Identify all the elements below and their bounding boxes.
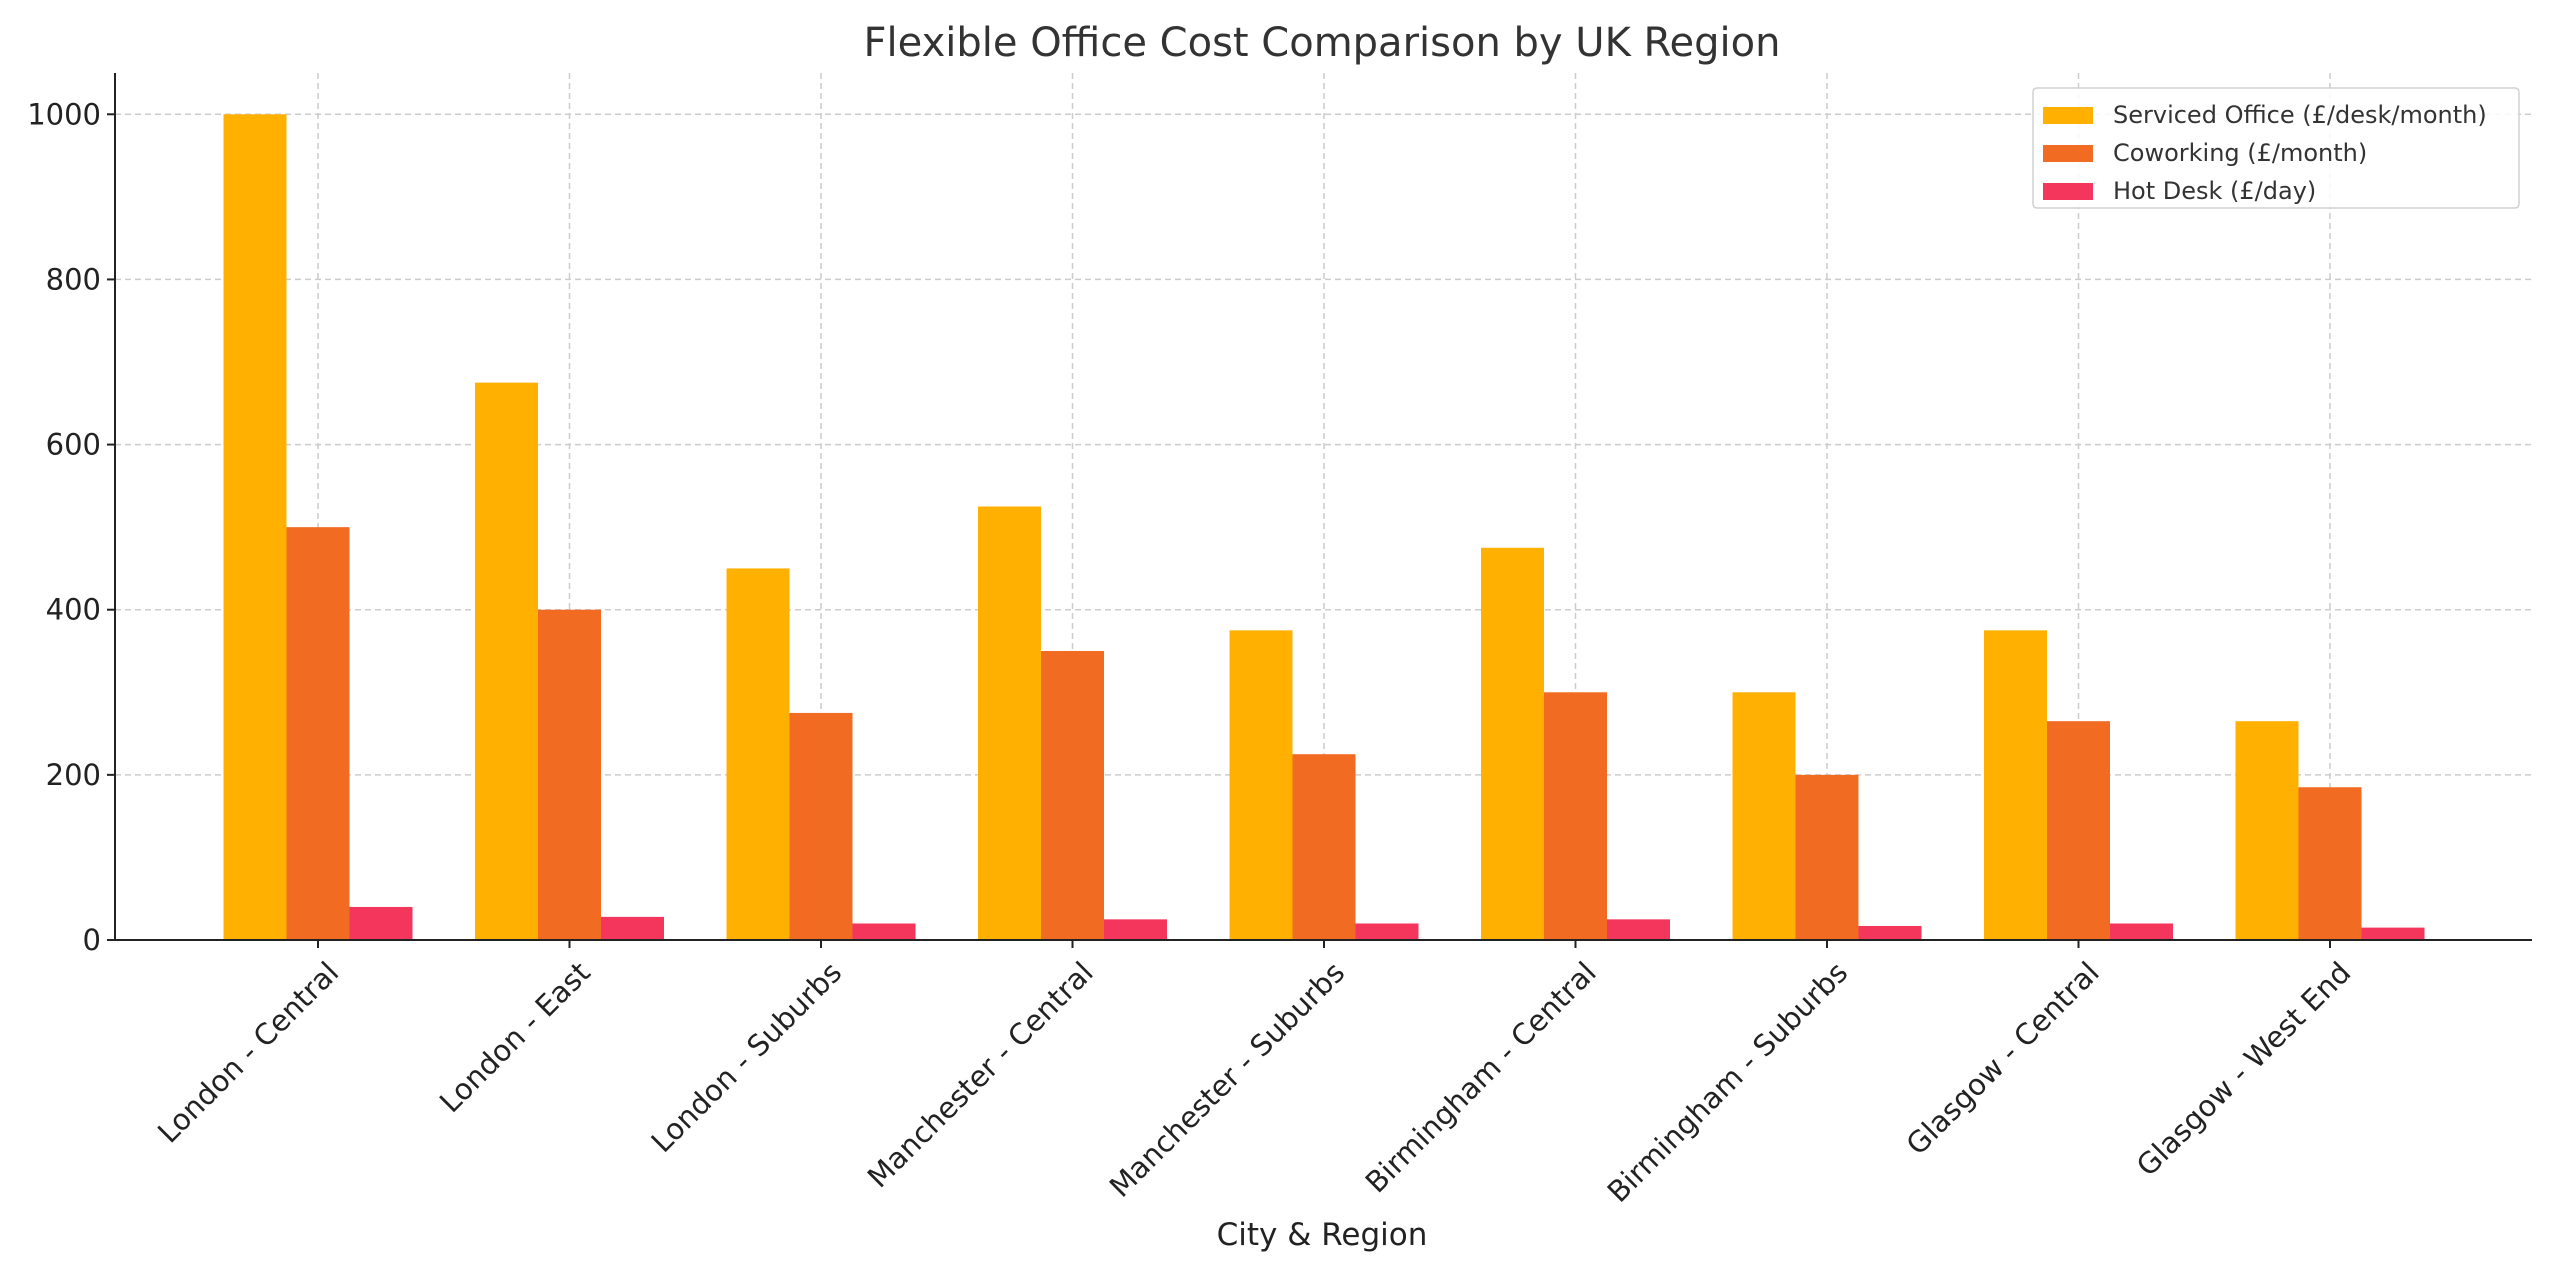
- bar: [1104, 919, 1167, 940]
- bar: [2110, 923, 2173, 940]
- x-tick-label: London - East: [433, 955, 597, 1119]
- bar: [1355, 923, 1419, 940]
- x-tick-label: London - Central: [151, 955, 345, 1149]
- bar: [2047, 721, 2110, 940]
- y-tick-label: 1000: [27, 97, 101, 131]
- legend-label: Serviced Office (£/desk/month): [2113, 101, 2487, 129]
- x-tick-label: Birmingham - Suburbs: [1601, 955, 1855, 1209]
- bar: [726, 568, 790, 940]
- bar: [1041, 651, 1104, 940]
- bar: [1292, 754, 1356, 940]
- bar: [1229, 630, 1293, 940]
- legend-label: Hot Desk (£/day): [2113, 177, 2316, 205]
- legend-label: Coworking (£/month): [2113, 139, 2367, 167]
- bar: [1481, 547, 1544, 940]
- bar: [601, 916, 664, 940]
- bar: [2361, 927, 2425, 940]
- x-tick-label: Birmingham - Central: [1359, 955, 1603, 1199]
- bar: [1544, 692, 1607, 940]
- legend-swatch: [2043, 107, 2093, 124]
- y-ticks: 0 200 400 600 800 1000: [27, 97, 115, 957]
- y-tick-label: 200: [46, 758, 101, 792]
- bar: [852, 923, 916, 940]
- x-tick-label: London - Suburbs: [645, 955, 849, 1159]
- y-tick-label: 400: [46, 593, 101, 627]
- x-tick-label: Manchester - Central: [861, 955, 1100, 1194]
- chart-title: Flexible Office Cost Comparison by UK Re…: [864, 20, 1781, 66]
- x-ticks: London - Central London - East London - Su…: [151, 940, 2357, 1209]
- y-tick-label: 800: [46, 262, 101, 296]
- legend-swatch: [2043, 145, 2093, 162]
- bar: [223, 114, 287, 941]
- x-tick-label: Glasgow - Central: [1899, 955, 2105, 1161]
- legend: Serviced Office (£/desk/month) Coworking …: [2032, 87, 2520, 209]
- bar: [978, 506, 1041, 940]
- y-tick-label: 0: [83, 923, 101, 957]
- bar: [349, 906, 413, 940]
- bar: [538, 609, 601, 940]
- bar: [1984, 630, 2047, 940]
- bar: [1607, 919, 1670, 940]
- x-axis-label: City & Region: [1217, 1217, 1428, 1253]
- bar: [789, 712, 853, 940]
- x-tick-label: Manchester - Suburbs: [1103, 955, 1352, 1204]
- bar: [1858, 925, 1922, 940]
- x-tick-label: Glasgow - West End: [2130, 955, 2358, 1183]
- bar: [1732, 692, 1796, 940]
- bars: [223, 114, 2425, 941]
- y-tick-label: 600: [46, 428, 101, 462]
- bar: [2235, 721, 2299, 940]
- bar: [286, 527, 350, 940]
- legend-box: [2032, 87, 2520, 209]
- bar: [1795, 774, 1859, 940]
- bar: [2298, 787, 2362, 940]
- bar: [475, 382, 538, 941]
- legend-swatch: [2043, 183, 2093, 200]
